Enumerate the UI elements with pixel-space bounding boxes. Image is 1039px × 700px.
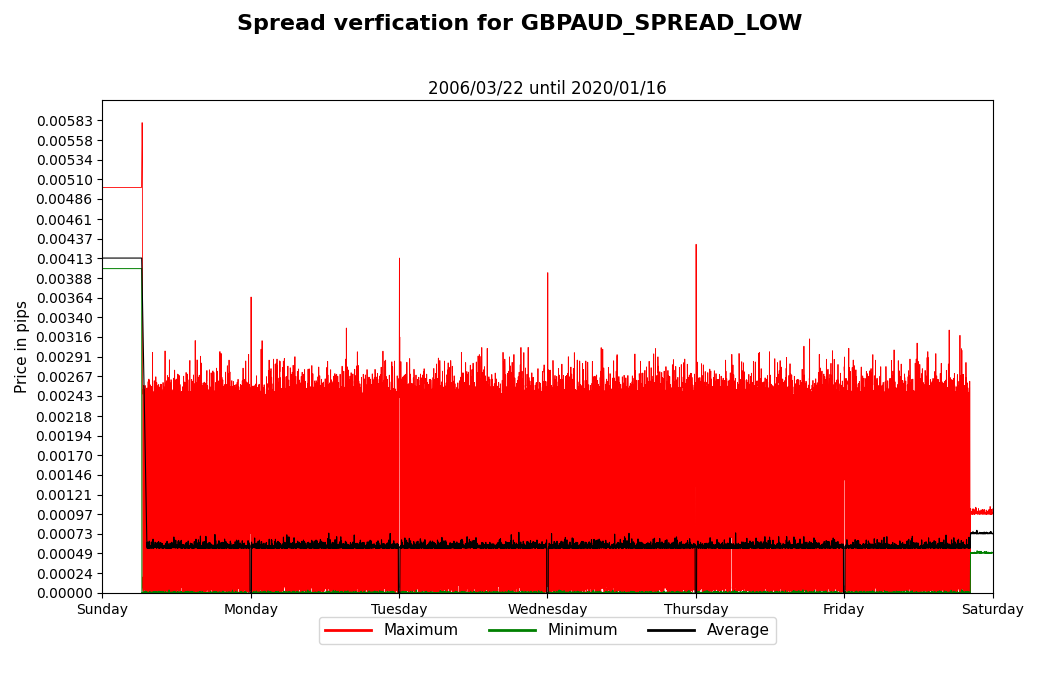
Minimum [419, 589, 431, 597]
Maximum [623, 586, 636, 594]
Average [662, 543, 674, 552]
Minimum [986, 548, 998, 556]
Maximum [424, 589, 436, 597]
Average [244, 589, 257, 597]
Line: Maximum: Maximum [103, 122, 992, 593]
Maximum [804, 588, 817, 596]
Average [756, 542, 769, 551]
Maximum [97, 183, 109, 192]
Average [97, 254, 109, 262]
Minimum [756, 589, 769, 597]
Y-axis label: Price in pips: Price in pips [15, 300, 30, 393]
Average [623, 544, 636, 552]
Average [804, 542, 817, 550]
Average [986, 529, 998, 538]
Maximum [141, 387, 154, 395]
Minimum [240, 589, 252, 597]
Maximum [662, 588, 674, 596]
Minimum [804, 589, 817, 597]
Minimum [141, 589, 154, 597]
Minimum [97, 265, 109, 273]
Text: Spread verfication for GBPAUD_SPREAD_LOW: Spread verfication for GBPAUD_SPREAD_LOW [237, 14, 802, 35]
Line: Average: Average [103, 258, 992, 593]
Maximum [136, 118, 149, 127]
Legend: Maximum, Minimum, Average: Maximum, Minimum, Average [319, 617, 775, 645]
Minimum [662, 588, 674, 596]
Average [419, 544, 431, 552]
Line: Minimum: Minimum [103, 269, 992, 593]
Title: 2006/03/22 until 2020/01/16: 2006/03/22 until 2020/01/16 [428, 79, 667, 97]
Maximum [986, 505, 998, 513]
Average [141, 544, 154, 552]
Maximum [756, 586, 769, 594]
Maximum [419, 389, 431, 398]
Minimum [623, 588, 636, 596]
